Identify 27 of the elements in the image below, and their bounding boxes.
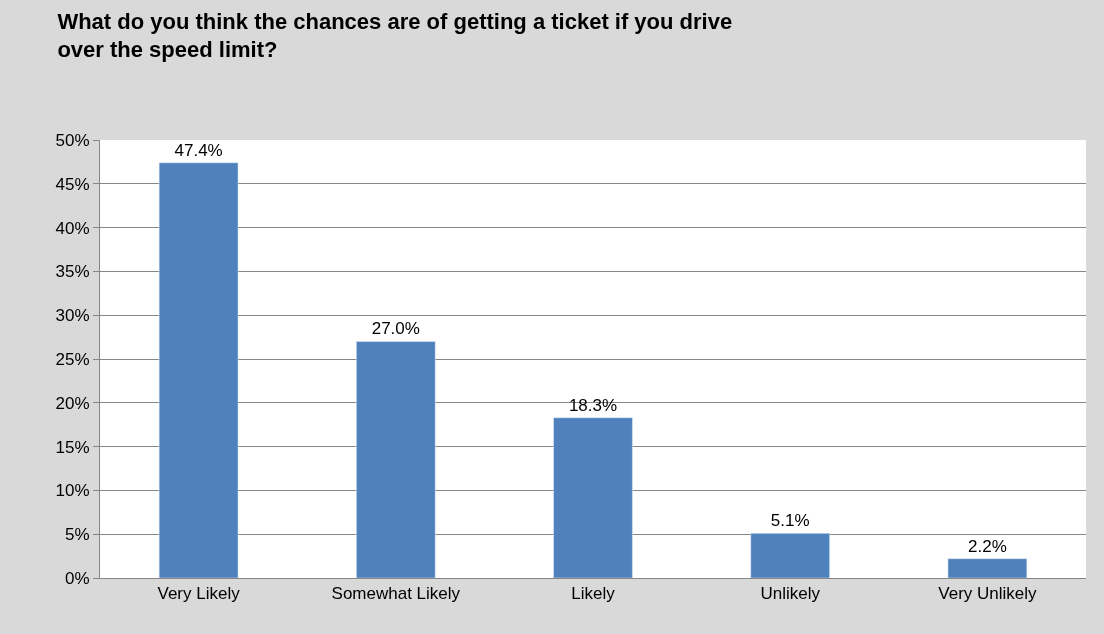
y-tick-label: 40% (55, 218, 90, 238)
bar (553, 417, 633, 578)
x-tick-label: Very Likely (157, 584, 241, 604)
y-tick-label: 10% (55, 481, 90, 501)
chart-title: What do you think the chances are of getting a ticket if you drive over the speed limit? (57, 8, 733, 63)
data-label: 5.1% (770, 511, 810, 531)
y-tick-label: 20% (55, 393, 90, 413)
y-tick-label: 30% (55, 306, 90, 326)
y-tick-label: 35% (55, 262, 90, 282)
bar (356, 341, 436, 578)
data-label: 2.2% (968, 536, 1007, 556)
x-tick-label: Very Unlikely (938, 584, 1038, 604)
bar (947, 558, 1028, 578)
y-tick-label: 15% (55, 437, 90, 457)
x-tick-label: Likely (571, 584, 616, 604)
y-tick-label: 50% (55, 130, 90, 150)
x-tick-label: Unlikely (760, 584, 821, 604)
bar (158, 162, 239, 578)
y-tick-label: 25% (55, 349, 90, 369)
y-tick-label: 5% (65, 525, 90, 545)
data-label: 47.4% (174, 140, 223, 160)
data-label: 18.3% (568, 395, 618, 415)
x-tick-label: Somewhat Likely (331, 584, 461, 604)
y-tick-label: 45% (55, 174, 90, 194)
bar (750, 533, 830, 578)
y-tick-label: 0% (65, 568, 90, 588)
data-label: 27.0% (371, 319, 420, 339)
